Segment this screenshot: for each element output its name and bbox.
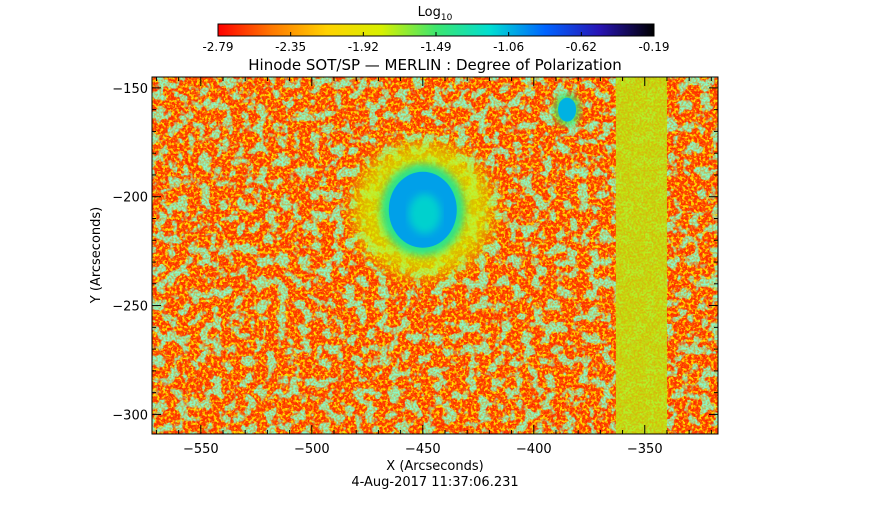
y-tick-label: −250	[112, 300, 148, 315]
plot-frame	[151, 76, 719, 435]
y-tick-label: −200	[112, 191, 148, 206]
colorbar-tick-label: -0.19	[638, 40, 669, 54]
polarization-band-texture	[615, 77, 667, 434]
colorbar-tick-label: -1.92	[348, 40, 379, 54]
colorbar-tick-label: -2.35	[275, 40, 306, 54]
heatmap-image	[152, 77, 718, 434]
heatmap-features	[352, 77, 667, 434]
colorbar-ticks: -2.79 -2.35 -1.92 -1.49 -1.06 -0.62 -0.19	[202, 32, 670, 54]
x-tick-label: −500	[294, 442, 330, 457]
x-tick-label: −550	[183, 442, 219, 457]
pore-core	[558, 97, 577, 122]
colorbar-title: Log10	[418, 5, 453, 23]
colorbar-tick-label: -1.49	[420, 40, 451, 54]
y-tick-label: −150	[112, 82, 148, 97]
sunspot-umbra	[408, 193, 441, 234]
colorbar-tick-label: -1.06	[493, 40, 524, 54]
colorbar: Log10 -2.79 -2.35 -1.92 -1.49 -1.06 -0.62 -0.1…	[202, 5, 669, 54]
x-tick-label: −450	[405, 442, 441, 457]
y-axis-label: Y (Arcseconds)	[89, 207, 104, 304]
colorbar-tick-label: -0.62	[566, 40, 597, 54]
x-tick-label: −350	[627, 442, 663, 457]
y-axis: −150 −200 −250 −300	[112, 82, 718, 423]
y-tick-label: −300	[112, 408, 148, 423]
x-axis: −550 −500 −450 −400 −350	[155, 77, 712, 457]
chart-title: Hinode SOT/SP — MERLIN : Degree of Polar…	[248, 56, 622, 74]
x-axis-label: X (Arcseconds)	[386, 459, 483, 474]
colorbar-tick-label: -2.79	[202, 40, 233, 54]
x-tick-label: −400	[516, 442, 552, 457]
timestamp-text: 4-Aug-2017 11:37:06.231	[351, 475, 518, 490]
